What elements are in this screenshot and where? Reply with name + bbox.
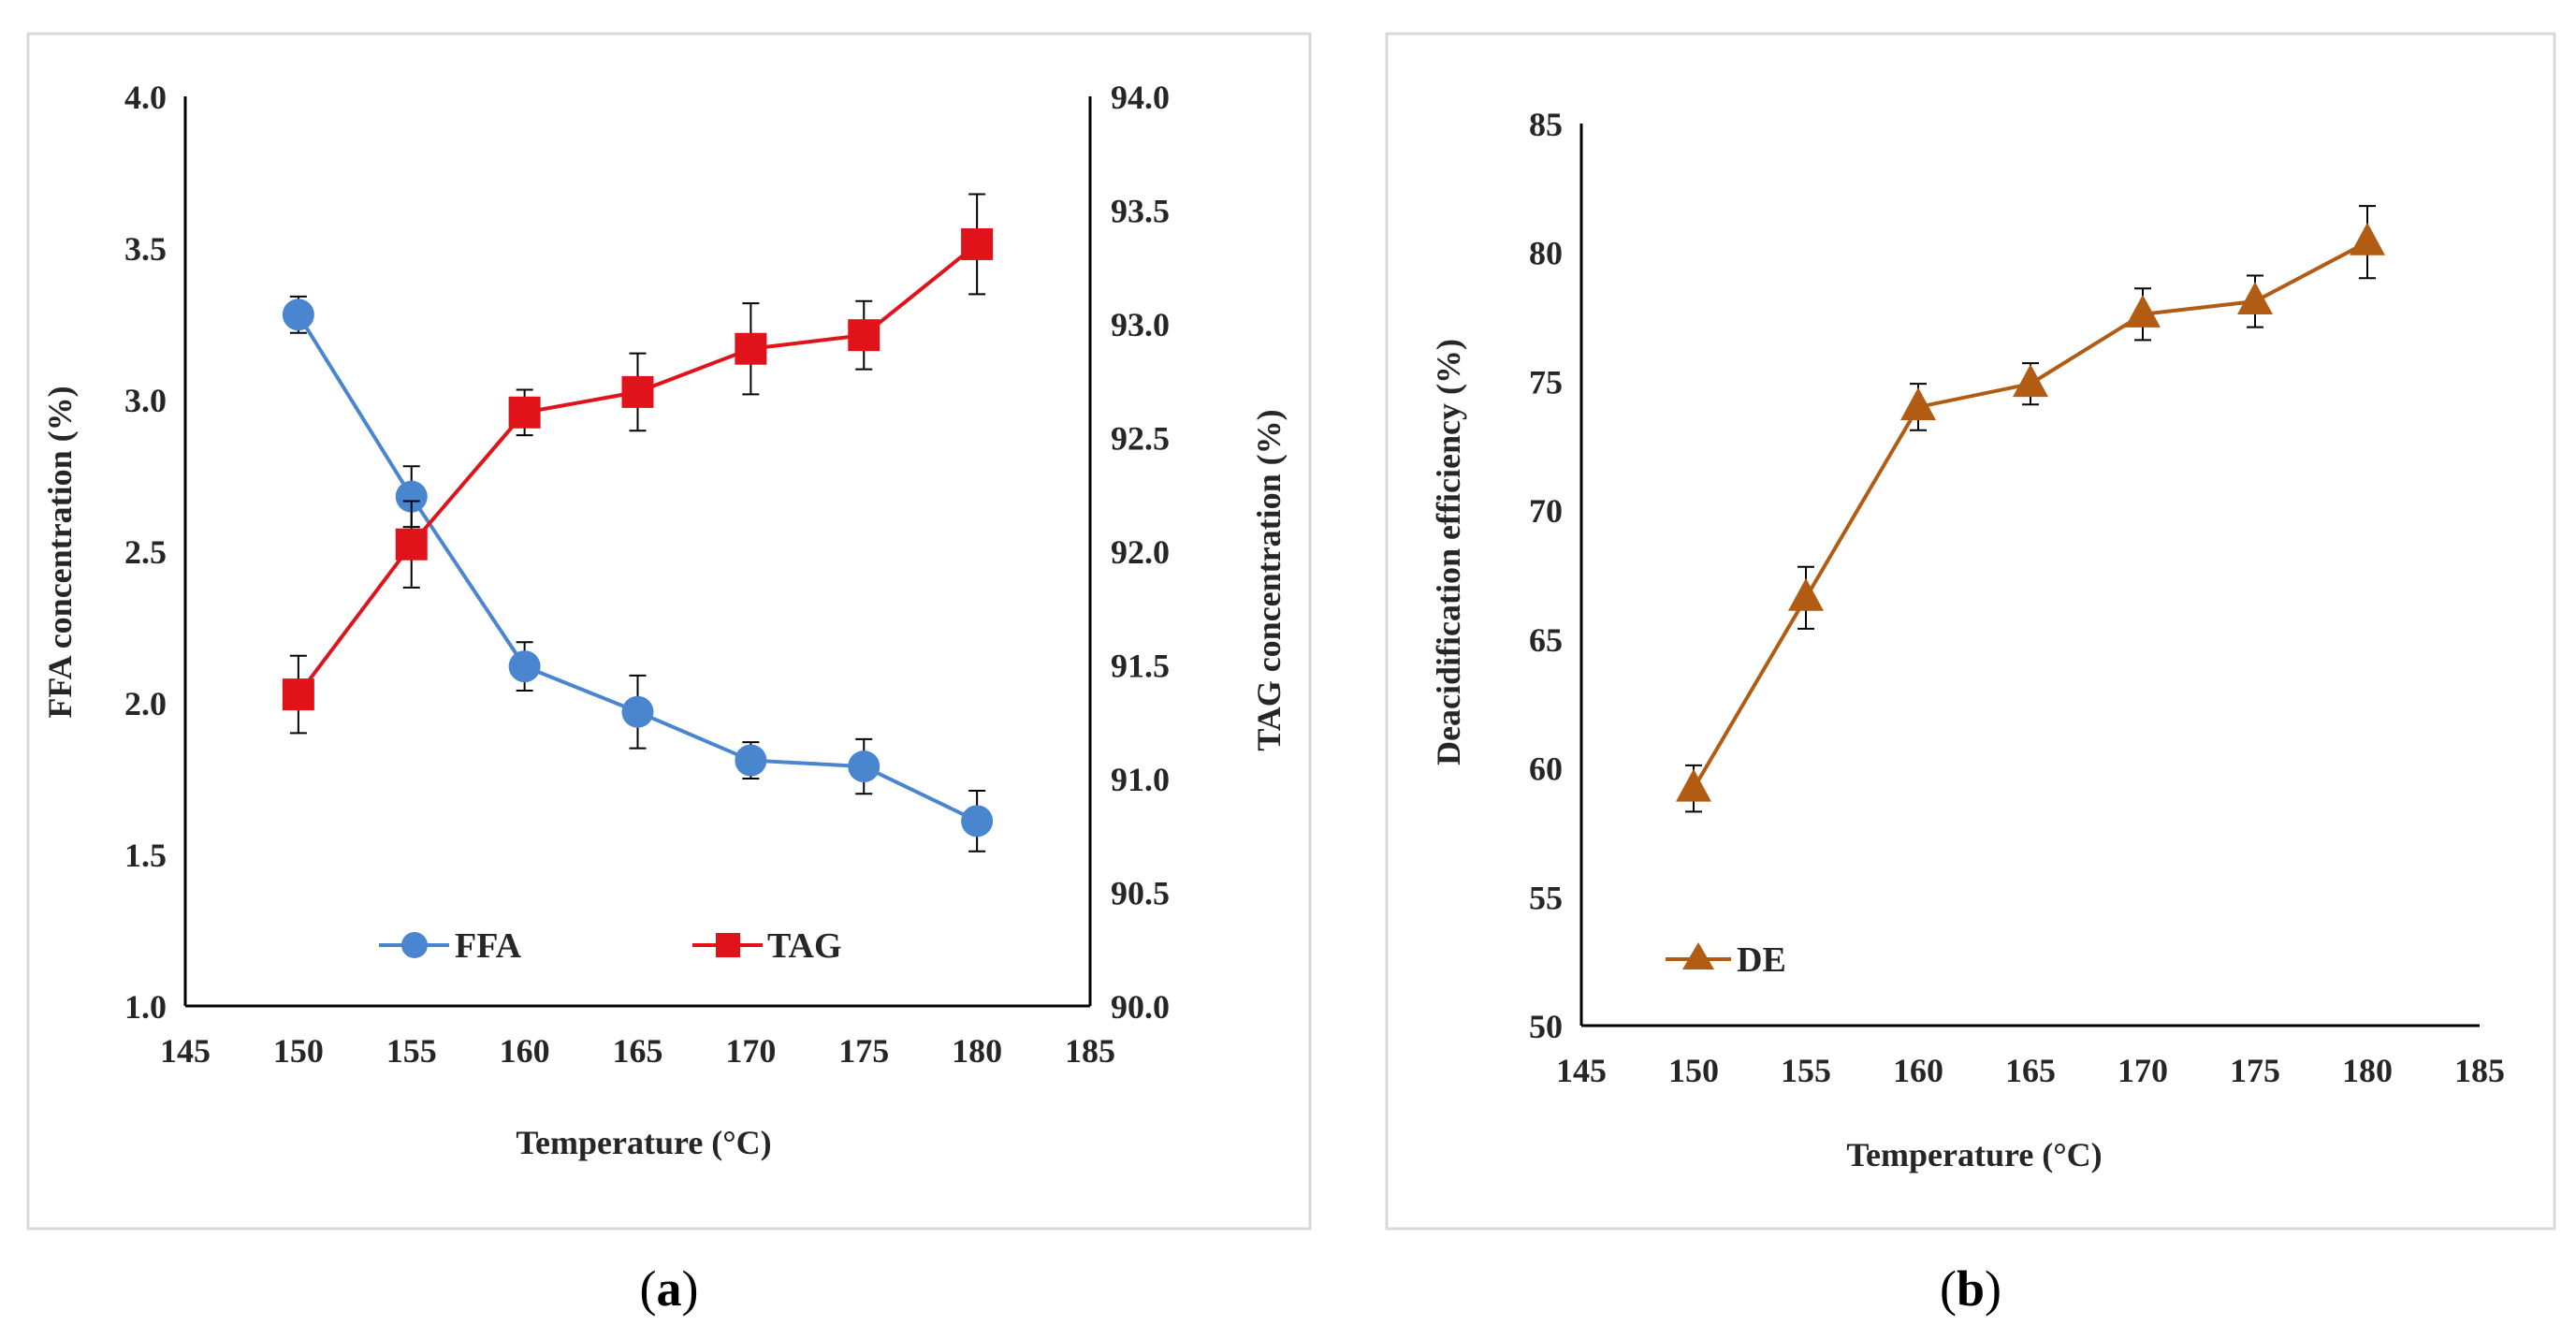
y2-tick-label: 91.0 [1111,761,1170,798]
chart-b-legend: DE [1666,940,1786,980]
chart-a-y2label: TAG concentration (%) [1250,409,1288,750]
de-point [2013,364,2048,398]
x-tick-label: 165 [613,1032,663,1070]
y-tick-label: 1.5 [124,837,167,874]
chart-b-ticks: 145 150 155 160 165 170 175 180 185 50 55 60 65 70 75 8… [1529,106,2505,1089]
x-tick-label: 175 [2230,1052,2280,1089]
chart-b-series [1676,205,2385,813]
de-point [1676,768,1711,802]
x-tick-label: 160 [1893,1052,1943,1089]
tag-point [961,227,994,260]
x-tick-label: 150 [273,1032,324,1070]
x-tick-label: 150 [1668,1052,1719,1089]
x-tick-label: 175 [838,1032,889,1070]
tag-point [282,678,314,711]
y2-tick-label: 93.0 [1111,306,1170,343]
y-tick-label: 65 [1529,621,1563,659]
y-tick-label: 70 [1529,492,1563,530]
y-tick-label: 80 [1529,235,1563,272]
ffa-point [848,750,880,783]
legend-ffa-marker [401,932,428,958]
de-point [1900,386,1936,420]
ffa-point [621,695,654,728]
de-point [2237,282,2273,315]
chart-b-xlabel: Temperature (°C) [1846,1136,2102,1173]
legend-de-marker [1682,942,1714,969]
ffa-point [961,805,994,838]
chart-a-series [282,193,994,852]
y-tick-label: 60 [1529,750,1563,788]
x-tick-label: 180 [952,1032,1002,1070]
chart-a-axes [183,96,1092,1008]
panel-label-b: (b) [1940,1260,2001,1317]
ffa-point [282,299,314,331]
legend-tag-label: TAG [767,926,842,966]
legend-de-label: DE [1737,940,1786,980]
y2-tick-label: 90.5 [1111,875,1170,912]
x-tick-label: 155 [1781,1052,1831,1089]
chart-a-frame [26,32,1312,1231]
ffa-point [508,650,541,683]
y-tick-label: 2.0 [124,685,167,722]
y-tick-label: 85 [1529,106,1563,143]
y-tick-label: 4.0 [124,79,167,116]
ffa-point [735,744,767,777]
de-point [2350,222,2385,255]
y-tick-label: 2.5 [124,533,167,571]
x-tick-label: 145 [1556,1052,1607,1089]
y-tick-label: 1.0 [124,988,167,1026]
panel-label-a: (a) [640,1260,699,1317]
y2-tick-label: 91.5 [1111,648,1170,685]
tag-point [735,332,767,365]
chart-a-ylabel: FFA concentration (%) [41,386,79,718]
x-tick-label: 165 [2005,1052,2056,1089]
y2-tick-label: 93.5 [1111,193,1170,230]
y2-tick-label: 90.0 [1111,988,1170,1026]
ffa-point [395,480,428,513]
x-tick-label: 145 [160,1032,211,1070]
x-tick-label: 185 [1065,1032,1115,1070]
x-tick-label: 180 [2342,1052,2393,1089]
chart-a-ticks: 145 150 155 160 165 170 175 180 185 1.0 1.5 2.0 2.5 3… [124,79,1170,1070]
y2-tick-label: 94.0 [1111,79,1170,116]
tag-point [508,396,541,429]
y-tick-label: 55 [1529,879,1563,916]
x-tick-label: 170 [725,1032,776,1070]
x-tick-label: 170 [2118,1052,2168,1089]
tag-point [621,375,654,408]
y-tick-label: 75 [1529,363,1563,401]
x-tick-label: 185 [2454,1052,2505,1089]
tag-point [848,319,880,352]
x-tick-label: 155 [386,1032,437,1070]
y-tick-label: 50 [1529,1008,1563,1045]
x-tick-label: 160 [500,1032,550,1070]
chart-b-axes [1579,124,2480,1027]
y-tick-label: 3.5 [124,230,167,268]
de-point [2125,294,2161,328]
y2-tick-label: 92.0 [1111,533,1170,571]
y2-tick-label: 92.5 [1111,420,1170,458]
legend-tag-marker [716,933,740,957]
chart-b-ylabel: Deacidification efficiency (%) [1430,339,1467,765]
legend-ffa-label: FFA [455,926,522,966]
de-point [1788,577,1824,611]
chart-a-xlabel: Temperature (°C) [516,1124,771,1161]
tag-point [395,528,428,561]
y-tick-label: 3.0 [124,382,167,419]
chart-panel-b: 145 150 155 160 165 170 175 180 185 50 55 60 65 70 75 8… [1385,32,2556,1231]
chart-a-legend: FFA TAG [379,926,842,966]
chart-panel-a: 145 150 155 160 165 170 175 180 185 1.0 1.5 2.0 2.5 3… [26,32,1312,1231]
